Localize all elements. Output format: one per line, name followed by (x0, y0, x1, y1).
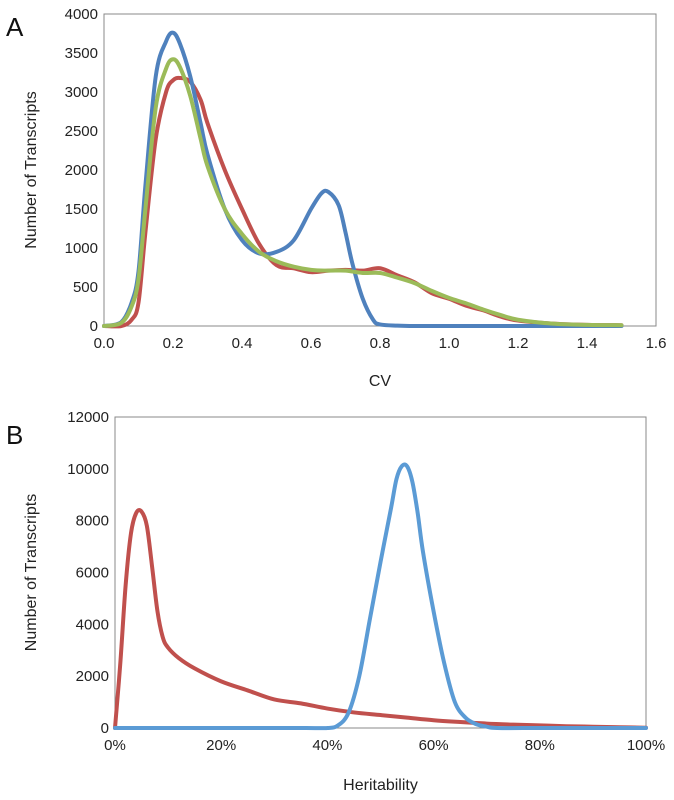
y-tick-label: 8000 (76, 513, 109, 530)
x-tick-label: 40% (312, 737, 342, 754)
y-tick-label: 6000 (76, 565, 109, 582)
x-tick-label: 0.0 (94, 335, 115, 352)
y-tick-label: 2000 (65, 162, 98, 179)
x-tick-label: 0.4 (232, 335, 253, 352)
panel-letter: A (6, 12, 24, 42)
series-line-3 (102, 57, 624, 328)
x-tick-label: 60% (419, 737, 449, 754)
series-line-1 (113, 508, 648, 730)
y-tick-label: 500 (73, 279, 98, 296)
x-tick-label: 100% (627, 737, 665, 754)
y-tick-label: 3000 (65, 84, 98, 101)
panel-b: B 0 2000 4000 6000 8000 10000 12000 0% 20% 40% 60% 8… (6, 409, 665, 794)
y-tick-label: 3500 (65, 45, 98, 62)
y-tick-label: 10000 (67, 461, 109, 478)
y-tick-label: 1500 (65, 201, 98, 218)
plot-frame (114, 416, 647, 729)
x-tick-label: 0.6 (301, 335, 322, 352)
y-tick-label: 2500 (65, 123, 98, 140)
x-axis-label: Heritability (343, 777, 418, 794)
x-tick-label: 1.2 (508, 335, 529, 352)
series-line-2 (113, 462, 648, 731)
x-axis-label: CV (369, 373, 392, 390)
x-tick-label: 20% (206, 737, 236, 754)
x-tick-label: 1.4 (577, 335, 598, 352)
y-tick-label: 2000 (76, 668, 109, 685)
panel-a: A 0 500 1000 1500 2000 2500 3000 3500 4000 0.0 0.2 0… (6, 6, 666, 390)
y-tick-label: 1000 (65, 240, 98, 257)
x-tick-label: 0.8 (370, 335, 391, 352)
x-tick-label: 0% (104, 737, 126, 754)
panel-letter: B (6, 420, 23, 450)
x-tick-label: 1.6 (646, 335, 667, 352)
series-line-1 (102, 75, 624, 329)
x-tick-label: 0.2 (163, 335, 184, 352)
y-tick-label: 0 (90, 318, 98, 335)
y-tick-label: 4000 (65, 6, 98, 23)
x-tick-label: 80% (525, 737, 555, 754)
series-line-2 (102, 30, 624, 329)
y-tick-label: 4000 (76, 616, 109, 633)
y-tick-label: 0 (101, 720, 109, 737)
y-tick-label: 12000 (67, 409, 109, 426)
y-axis-label: Number of Transcripts (23, 494, 40, 651)
y-axis-label: Number of Transcripts (23, 91, 40, 248)
x-tick-label: 1.0 (439, 335, 460, 352)
